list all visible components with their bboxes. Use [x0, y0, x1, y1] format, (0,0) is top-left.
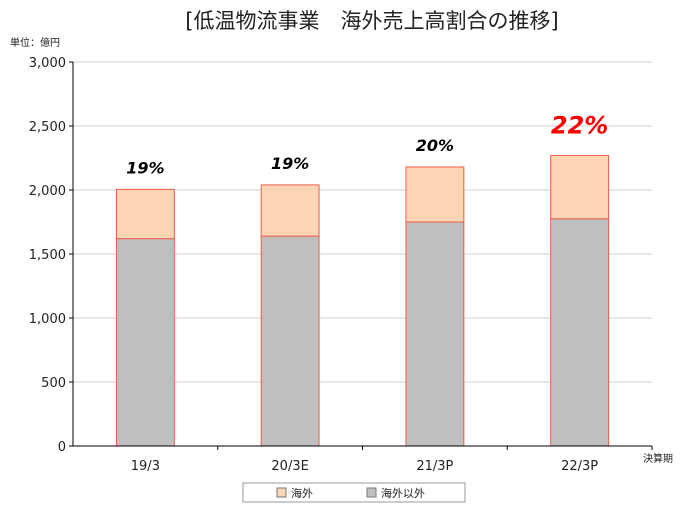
axes: [69, 61, 653, 450]
x-tick-label: 19/3: [131, 459, 160, 474]
legend-swatch: [366, 487, 377, 498]
x-axis-label: 決算期: [643, 452, 673, 465]
x-tick-label: 21/3P: [416, 459, 453, 474]
legend-label: 海外以外: [381, 486, 425, 500]
bar-segment-domestic: [260, 235, 320, 447]
percentage-label: 20%: [416, 136, 454, 155]
bar-segment-domestic: [550, 218, 610, 447]
x-tick-labels: 19/3 20/3E 21/3P 22/3P: [131, 459, 599, 474]
legend: 海外 海外以外: [242, 482, 466, 503]
x-tick-label: 20/3E: [271, 459, 308, 474]
legend-box: [242, 482, 466, 503]
y-axis-unit-label: 単位：億円: [10, 36, 60, 49]
y-tick-label: 1,000: [29, 312, 66, 327]
y-tick-label: 500: [41, 376, 66, 391]
bar-segment-overseas: [115, 188, 175, 240]
y-tick-label: 2,000: [29, 184, 66, 199]
x-tick-label: 22/3P: [561, 459, 598, 474]
bars: [115, 154, 610, 447]
legend-label: 海外: [291, 486, 313, 500]
legend-swatch: [276, 487, 287, 498]
bar-segment-domestic: [405, 221, 465, 447]
percentage-label: 22%: [551, 111, 608, 139]
y-tick-label: 3,000: [29, 56, 66, 71]
y-tick-label: 2,500: [29, 120, 66, 135]
percentage-label: 19%: [126, 158, 164, 177]
y-tick-label: 1,500: [29, 248, 66, 263]
y-tick-labels: 0 500 1,000 1,500 2,000 2,500 3,000: [29, 56, 66, 455]
bar-segment-overseas: [260, 184, 320, 237]
bar-segment-overseas: [550, 154, 610, 220]
chart-title: [低温物流事業 海外売上高割合の推移]: [185, 9, 558, 33]
bar-segment-overseas: [405, 166, 465, 223]
percentage-label: 19%: [271, 154, 309, 173]
bar-segment-domestic: [115, 238, 175, 447]
percentage-labels: 19% 19% 20% 22%: [126, 111, 608, 177]
y-tick-label: 0: [58, 440, 66, 455]
